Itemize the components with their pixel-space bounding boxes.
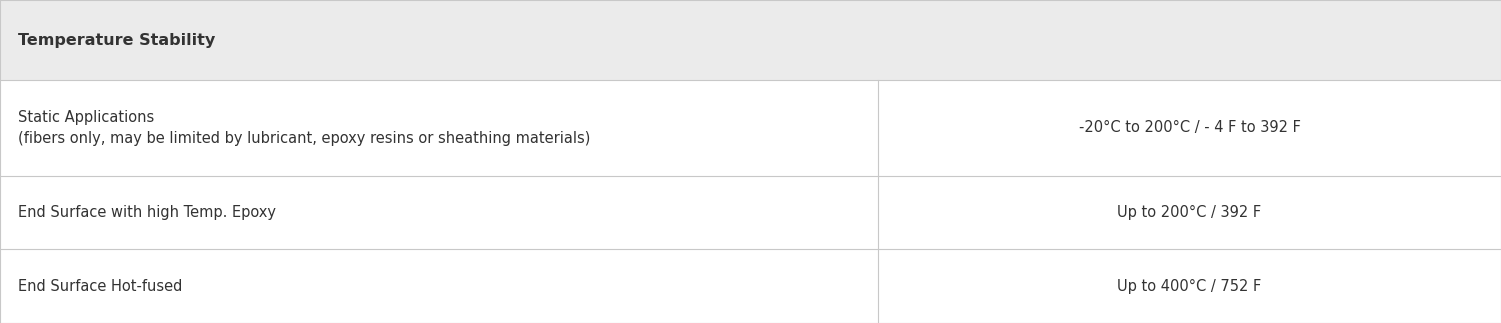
Bar [0,80,1501,176]
Bar [0,0,1501,80]
Bar [0,249,1501,323]
Text: Up to 400°C / 752 F: Up to 400°C / 752 F [1117,279,1262,294]
Text: End Surface with high Temp. Epoxy: End Surface with high Temp. Epoxy [18,205,276,220]
Text: Up to 200°C / 392 F: Up to 200°C / 392 F [1117,205,1262,220]
Bar [0,176,1501,249]
Text: Static Applications
(fibers only, may be limited by lubricant, epoxy resins or s: Static Applications (fibers only, may be… [18,110,590,146]
Text: -20°C to 200°C / - 4 F to 392 F: -20°C to 200°C / - 4 F to 392 F [1079,120,1300,135]
Text: Temperature Stability: Temperature Stability [18,33,215,47]
Text: End Surface Hot-fused: End Surface Hot-fused [18,279,183,294]
